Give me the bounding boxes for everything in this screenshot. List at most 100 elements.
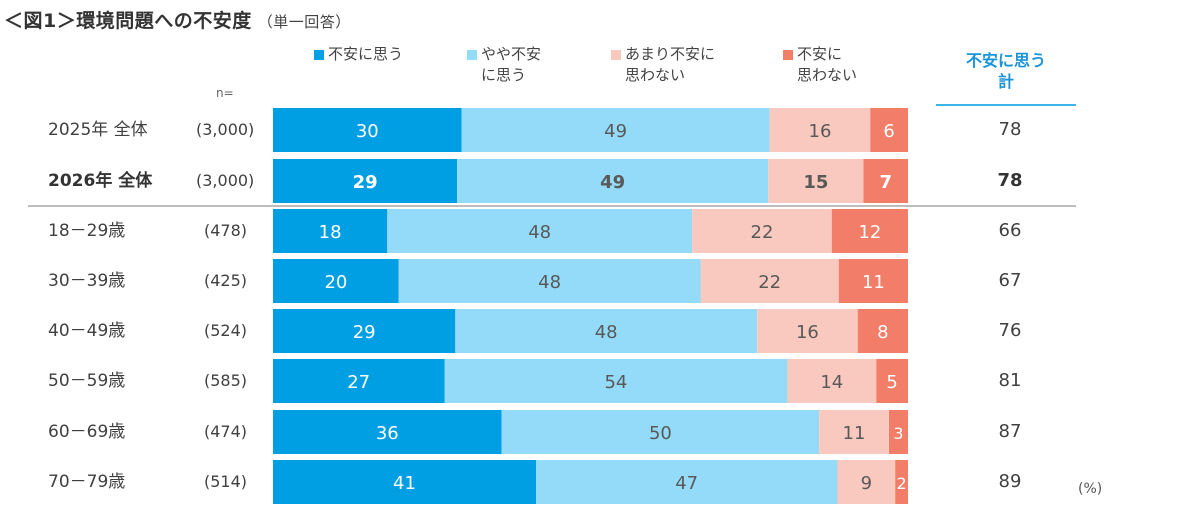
data-label-not-anxious: 7	[880, 172, 893, 193]
bar-segment-not-anxious	[889, 410, 908, 454]
bar-segment-very-anxious	[273, 259, 399, 303]
data-label-very-anxious: 30	[356, 121, 379, 142]
row-sample-size: (585)	[204, 371, 248, 390]
bar-segment-not-very-anxious	[692, 209, 832, 253]
chart-title-main: ＜図1＞環境問題への不安度	[4, 10, 252, 32]
total-header-underline	[936, 104, 1076, 106]
data-label-very-anxious: 27	[347, 372, 370, 393]
data-label-not-very-anxious: 16	[809, 121, 832, 142]
bar-segment-not-anxious	[838, 259, 908, 303]
data-label-not-very-anxious: 15	[803, 172, 828, 193]
separator-line	[28, 205, 1076, 207]
legend-swatch-not-very-anxious	[611, 50, 621, 60]
data-label-somewhat-anxious: 49	[604, 121, 627, 142]
row-label: 2026年 全体	[48, 171, 153, 191]
bar-segment-not-anxious	[831, 209, 908, 253]
data-label-not-anxious: 3	[893, 424, 903, 443]
row-sample-size: (3,000)	[196, 171, 255, 190]
row-total-value: 78	[997, 170, 1023, 191]
bar-segment-not-anxious	[870, 108, 908, 152]
data-label-not-very-anxious: 9	[861, 473, 872, 494]
data-label-somewhat-anxious: 47	[675, 473, 698, 494]
total-header-line1: 不安に思う	[965, 51, 1046, 70]
bar-segment-very-anxious	[273, 309, 456, 353]
row-total-value: 67	[998, 270, 1022, 291]
data-label-somewhat-anxious: 54	[604, 372, 627, 393]
data-label-not-anxious: 11	[862, 272, 885, 293]
bar-segment-not-very-anxious	[700, 259, 839, 303]
bar-segment-not-very-anxious	[819, 410, 889, 454]
data-label-not-very-anxious: 22	[758, 272, 781, 293]
bar-segment-very-anxious	[273, 359, 445, 403]
legend-label-line1: あまり不安に	[625, 45, 716, 63]
legend-label-somewhat-anxious: やや不安 に思う	[481, 44, 541, 86]
bar-segment-not-anxious	[876, 359, 908, 403]
row-sample-size: (524)	[204, 321, 248, 340]
bar-segment-somewhat-anxious	[387, 209, 693, 253]
row-total-value: 89	[998, 471, 1022, 492]
unit-label: (%)	[1078, 481, 1103, 497]
data-label-not-anxious: 12	[858, 222, 881, 243]
legend-label-line2: 思わない	[797, 66, 858, 84]
bar-segment-not-very-anxious	[757, 309, 858, 353]
row-total-value: 76	[998, 320, 1022, 341]
row-sample-size: (474)	[204, 422, 248, 441]
legend-item-somewhat-anxious: やや不安 に思う	[467, 44, 541, 86]
legend-label-line1: 不安に	[797, 45, 843, 63]
row-total-value: 78	[998, 119, 1022, 140]
bar-segment-somewhat-anxious	[455, 309, 758, 353]
data-label-not-anxious: 8	[877, 322, 888, 343]
row-label: 50－59歳	[48, 371, 126, 391]
data-label-not-very-anxious: 16	[796, 322, 819, 343]
row-label: 2025年 全体	[48, 120, 148, 140]
bar-segment-not-very-anxious	[769, 108, 871, 152]
data-label-somewhat-anxious: 49	[600, 172, 625, 193]
legend-label-not-very-anxious: あまり不安に 思わない	[625, 44, 715, 86]
bar-segment-not-anxious	[857, 309, 908, 353]
bar-segment-very-anxious	[273, 209, 388, 253]
bar-segment-very-anxious	[273, 108, 462, 152]
data-label-very-anxious: 29	[353, 322, 376, 343]
data-label-not-very-anxious: 14	[820, 372, 843, 393]
row-total-value: 66	[998, 220, 1022, 241]
data-label-not-very-anxious: 22	[751, 222, 774, 243]
legend-item-very-anxious: 不安に思う	[314, 44, 403, 65]
data-label-very-anxious: 36	[376, 423, 399, 444]
bar-segment-not-very-anxious	[768, 159, 864, 203]
legend-label-very-anxious: 不安に思う	[328, 45, 404, 63]
row-sample-size: (425)	[204, 271, 248, 290]
row-label: 40－49歳	[48, 321, 126, 341]
row-total-value: 87	[998, 421, 1022, 442]
data-label-very-anxious: 41	[393, 473, 416, 494]
data-label-somewhat-anxious: 48	[595, 322, 618, 343]
data-label-somewhat-anxious: 50	[649, 423, 672, 444]
row-label: 30－39歳	[48, 271, 126, 291]
chart-title-sub: （単一回答）	[257, 13, 351, 31]
bar-segment-very-anxious	[273, 159, 458, 203]
data-label-very-anxious: 18	[319, 222, 342, 243]
legend-label-not-anxious: 不安に 思わない	[797, 44, 857, 86]
n-label: n=	[216, 86, 234, 100]
bar-segment-somewhat-anxious	[536, 460, 838, 504]
bar-segment-not-very-anxious	[837, 460, 896, 504]
data-label-not-very-anxious: 11	[843, 423, 866, 444]
bar-segment-somewhat-anxious	[457, 159, 769, 203]
bar-segment-somewhat-anxious	[501, 410, 820, 454]
legend-item-not-anxious: 不安に 思わない	[783, 44, 857, 86]
total-column-header: 不安に思う 計	[936, 50, 1076, 92]
legend-swatch-somewhat-anxious	[467, 50, 477, 60]
bar-segment-not-very-anxious	[787, 359, 877, 403]
row-sample-size: (3,000)	[196, 120, 255, 139]
row-total-value: 81	[998, 370, 1022, 391]
data-label-not-anxious: 6	[883, 121, 894, 142]
bar-segment-very-anxious	[273, 460, 536, 504]
row-label: 60－69歳	[48, 422, 126, 442]
data-label-not-anxious: 5	[886, 372, 897, 393]
row-label: 70－79歳	[48, 472, 126, 492]
data-label-not-anxious: 2	[897, 474, 907, 493]
chart-title: ＜図1＞環境問題への不安度 （単一回答）	[4, 6, 351, 33]
bar-segment-somewhat-anxious	[444, 359, 788, 403]
data-label-very-anxious: 29	[353, 172, 378, 193]
row-sample-size: (514)	[204, 472, 248, 491]
